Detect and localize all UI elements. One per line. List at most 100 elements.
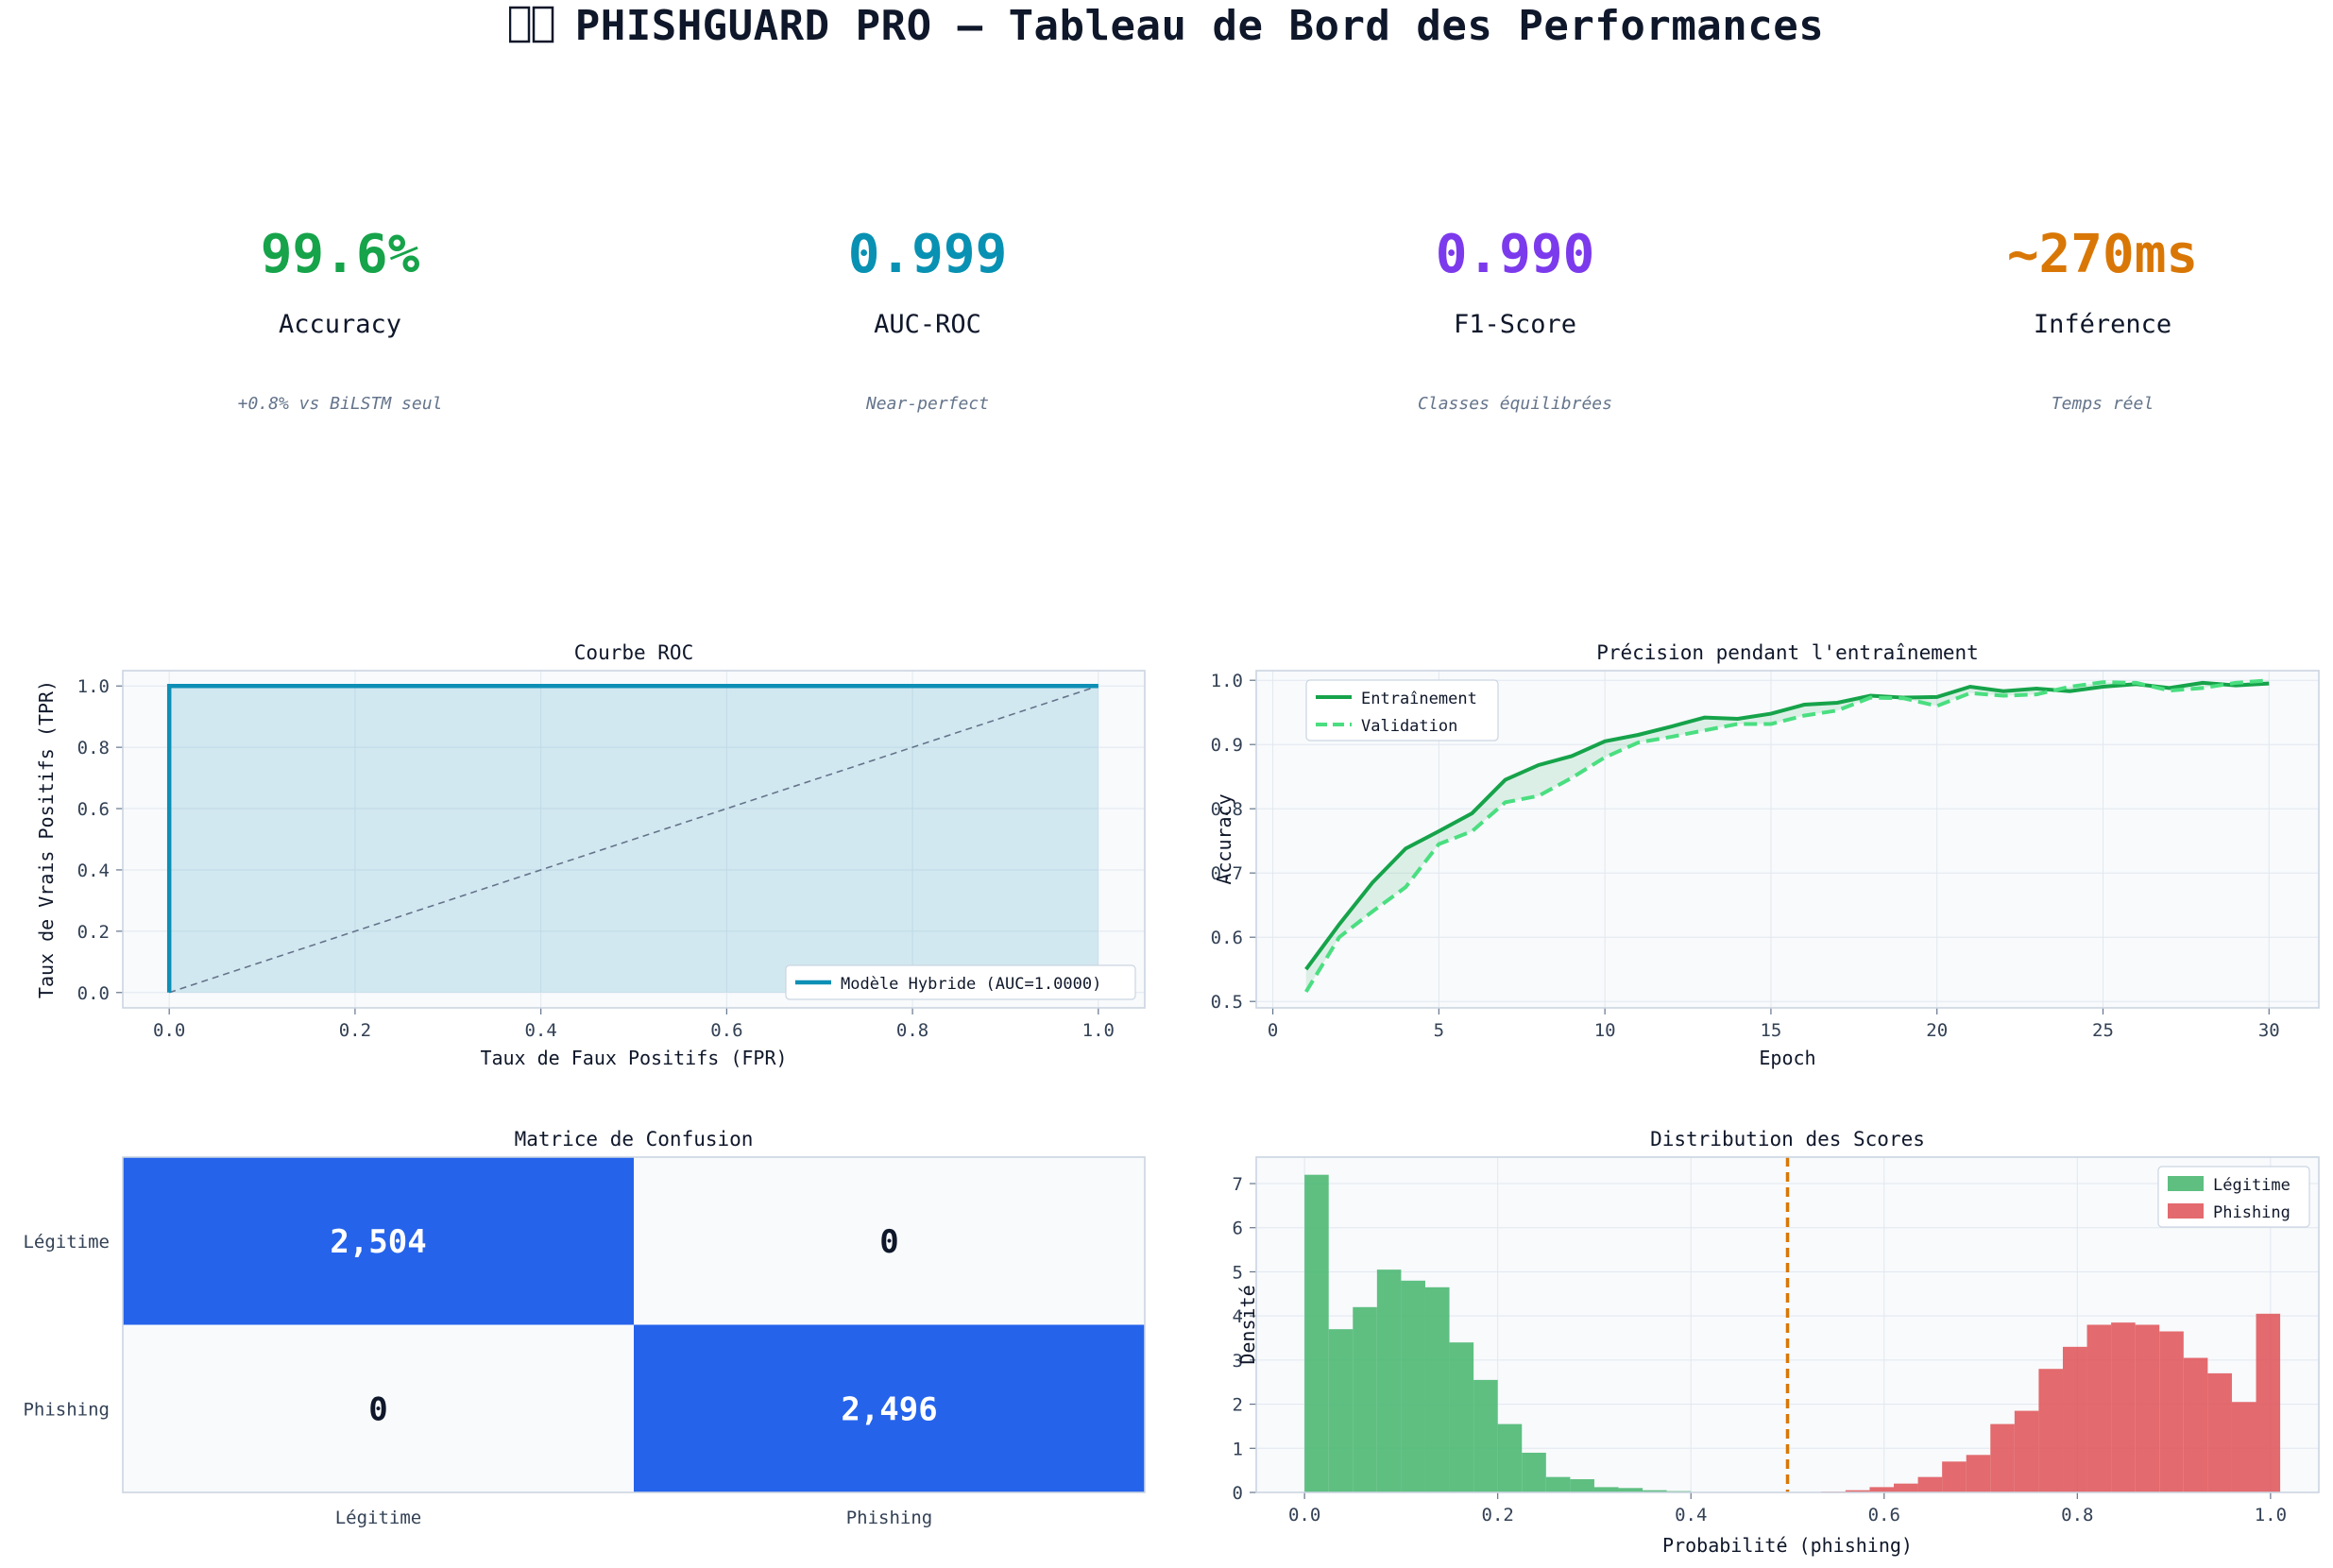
kpi-label: Accuracy xyxy=(278,310,402,339)
y-tick-label: 0.4 xyxy=(77,861,110,881)
legitimate-bar xyxy=(1328,1329,1354,1492)
legend-swatch-phishing xyxy=(2168,1203,2204,1219)
legitimate-bar xyxy=(1593,1487,1619,1492)
training-border xyxy=(1255,670,2320,1009)
y-tick-label: 0.6 xyxy=(1211,928,1243,948)
phishing-bar xyxy=(2207,1372,2232,1492)
roc-border xyxy=(122,670,1146,1009)
x-tick-label: 0.2 xyxy=(339,1020,371,1041)
phishing-bar xyxy=(1917,1476,1943,1492)
kpi-label: AUC-ROC xyxy=(874,310,981,339)
col-label: Phishing xyxy=(846,1508,933,1528)
shield-icon xyxy=(508,6,553,43)
legitimate-bar xyxy=(1497,1423,1523,1492)
y-tick-label: 5 xyxy=(1233,1262,1243,1283)
kpi-note: Temps réel xyxy=(2051,394,2154,414)
x-tick-label: 0.4 xyxy=(1675,1505,1707,1525)
legitimate-bar xyxy=(1424,1287,1450,1492)
x-tick-label: 0.0 xyxy=(153,1020,185,1041)
x-axis-label: Probabilité (phishing) xyxy=(1662,1534,1913,1557)
row-label: Légitime xyxy=(23,1232,110,1253)
legitimate-bar xyxy=(1449,1342,1474,1492)
x-axis-label: Taux de Faux Positifs (FPR) xyxy=(480,1047,787,1069)
x-tick-label: 0.8 xyxy=(896,1020,928,1041)
phishing-bar xyxy=(1869,1487,1894,1492)
legitimate-bar xyxy=(1401,1280,1425,1492)
row-label: Phishing xyxy=(23,1399,110,1420)
legend-label-validation: Validation xyxy=(1361,717,1457,736)
kpi-f1-score: 0.990 F1-Score Classes équilibrées xyxy=(1222,217,1808,414)
chart-title: Précision pendant l'entraînement xyxy=(1596,641,1979,664)
phishing-bar xyxy=(1894,1483,1918,1492)
roc-legend-box xyxy=(785,964,1136,1000)
kpi-label: Inférence xyxy=(2033,310,2172,339)
kpi-note: Classes équilibrées xyxy=(1418,394,1612,414)
y-tick-label: 3 xyxy=(1233,1351,1243,1372)
phishing-bar xyxy=(1942,1461,1967,1492)
x-tick-label: 15 xyxy=(1760,1020,1781,1041)
y-tick-label: 1.0 xyxy=(1211,671,1243,691)
legitimate-bar xyxy=(1643,1490,1667,1492)
page-title: PHISHGUARD PRO — Tableau de Bord des Per… xyxy=(0,2,2333,50)
y-tick-label: 1 xyxy=(1233,1439,1243,1459)
phishing-bar xyxy=(2038,1369,2063,1492)
kpi-label: F1-Score xyxy=(1453,310,1577,339)
legend-label-phishing: Phishing xyxy=(2213,1203,2290,1222)
page-title-text: PHISHGUARD PRO — Tableau de Bord des Per… xyxy=(574,2,1825,50)
legitimate-bar xyxy=(1304,1174,1329,1492)
y-tick-label: 0.0 xyxy=(77,983,110,1004)
confusion-cell-value: 2,496 xyxy=(841,1390,937,1428)
confusion-cell xyxy=(634,1157,1145,1325)
phishing-bar xyxy=(2159,1331,2184,1492)
phishing-bar xyxy=(1990,1423,2015,1492)
y-tick-label: 1.0 xyxy=(77,676,110,697)
legitimate-bar xyxy=(1473,1379,1498,1492)
y-tick-label: 0.9 xyxy=(1211,735,1243,756)
y-axis-label: Accuracy xyxy=(1213,793,1235,884)
kpi-value: 0.990 xyxy=(1435,224,1595,285)
y-tick-label: 7 xyxy=(1233,1174,1243,1195)
x-axis-label: Epoch xyxy=(1759,1047,1815,1069)
legitimate-bar xyxy=(1618,1488,1643,1492)
phishing-bar xyxy=(2231,1402,2256,1492)
phishing-bar xyxy=(2086,1324,2112,1492)
kpi-note: Near-perfect xyxy=(865,394,990,414)
y-tick-label: 0.5 xyxy=(1211,992,1243,1013)
phishing-bar xyxy=(2014,1410,2039,1492)
legend-label-training: Entraînement xyxy=(1361,690,1477,708)
phishing-bar xyxy=(2062,1346,2087,1492)
distribution-border xyxy=(1255,1156,2320,1493)
legend-label-legitimate: Légitime xyxy=(2213,1176,2290,1195)
legitimate-bar xyxy=(1376,1270,1402,1492)
confusion-cell-value: 0 xyxy=(879,1223,898,1261)
y-tick-label: 0.8 xyxy=(1211,799,1243,820)
y-tick-label: 0.6 xyxy=(77,799,110,820)
y-tick-label: 0.8 xyxy=(77,738,110,758)
training-line xyxy=(1304,680,2270,971)
training-legend-box xyxy=(1305,679,1499,741)
x-tick-label: 10 xyxy=(1594,1020,1616,1041)
roc-diagonal-line xyxy=(168,685,1099,994)
y-tick-label: 0.2 xyxy=(77,922,110,943)
y-tick-label: 0 xyxy=(1233,1483,1243,1504)
phishing-bar xyxy=(2111,1322,2136,1492)
y-axis-label: Densité xyxy=(1236,1285,1259,1364)
y-axis-label: Taux de Vrais Positifs (TPR) xyxy=(35,680,58,998)
x-tick-label: 30 xyxy=(2258,1020,2280,1041)
x-tick-label: 0.0 xyxy=(1288,1505,1320,1525)
kpi-inference: ~270ms Inférence Temps réel xyxy=(1810,217,2333,414)
x-tick-label: 25 xyxy=(2092,1020,2114,1041)
x-tick-label: 1.0 xyxy=(2255,1505,2287,1525)
roc-curve-line xyxy=(166,683,1098,993)
phishing-bar xyxy=(2135,1324,2160,1492)
kpi-note: +0.8% vs BiLSTM seul xyxy=(237,394,443,414)
chart-title: Distribution des Scores xyxy=(1650,1128,1925,1150)
confusion-border xyxy=(122,1156,1146,1493)
legend-swatch-legitimate xyxy=(2168,1176,2204,1191)
confusion-cell-value: 2,504 xyxy=(330,1223,426,1261)
legitimate-bar xyxy=(1522,1452,1546,1492)
kpi-value: 0.999 xyxy=(847,224,1008,285)
y-tick-label: 6 xyxy=(1233,1219,1243,1239)
x-tick-label: 1.0 xyxy=(1082,1020,1115,1041)
confusion-cell-value: 0 xyxy=(368,1390,387,1428)
